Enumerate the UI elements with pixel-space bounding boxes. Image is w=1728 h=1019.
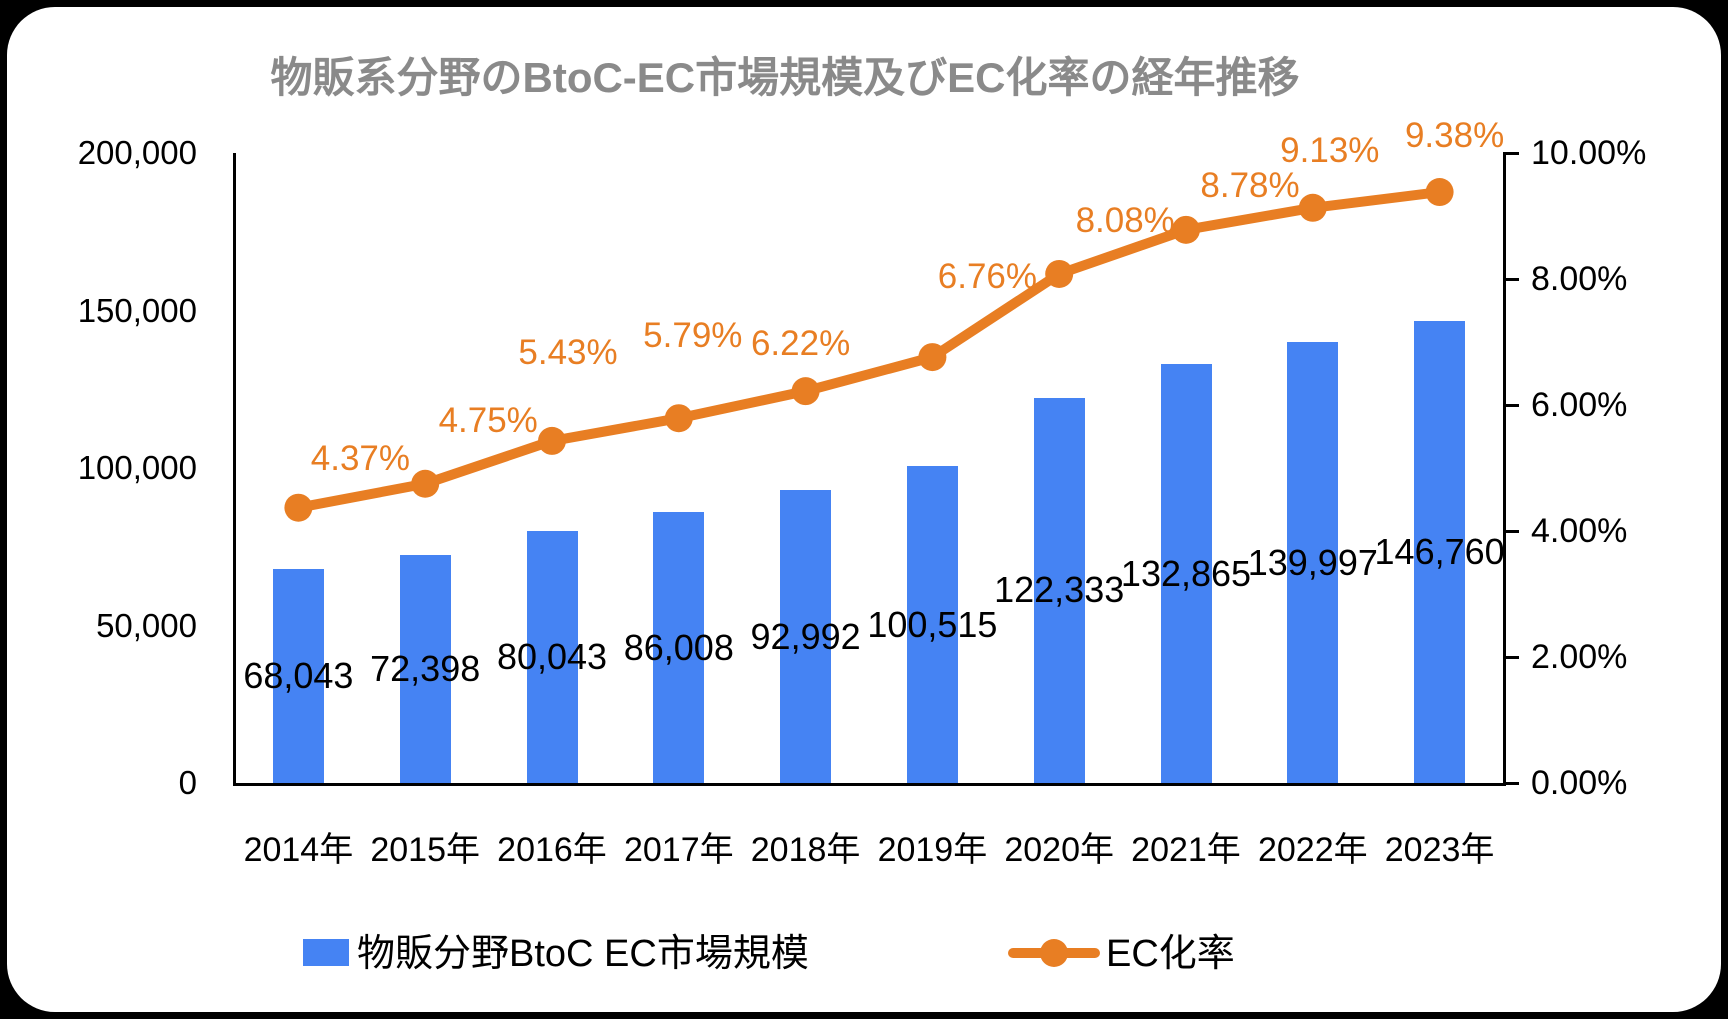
- legend-label-bar-series: 物販分野BtoC EC市場規模: [357, 933, 809, 975]
- y-axis-left-line: [233, 153, 236, 783]
- y-left-tick-label: 150,000: [77, 291, 197, 329]
- ec-rate-line: [293, 187, 1445, 513]
- line-point-marker: [538, 426, 566, 455]
- line-data-label: 6.76%: [937, 257, 1038, 297]
- bar-2014年: [272, 568, 324, 783]
- x-axis-line: [233, 783, 1505, 786]
- y-right-tick-label: 2.00%: [1531, 638, 1628, 676]
- bar-2015年: [399, 554, 451, 783]
- line-point-marker: [1045, 259, 1074, 288]
- legend-swatch-bar-series: [303, 939, 349, 966]
- y-left-tick-label: 200,000: [77, 134, 197, 171]
- line-data-label: 4.75%: [438, 400, 538, 440]
- x-tick-label: 2014年: [243, 831, 354, 869]
- line-point-marker: [1298, 193, 1327, 222]
- bar-2017年: [653, 512, 705, 783]
- x-tick-label: 2023年: [1384, 831, 1495, 869]
- line-point-marker: [791, 377, 820, 406]
- bar-data-label: 92,992: [750, 615, 861, 657]
- line-point-marker: [1425, 178, 1454, 207]
- bar-2018年: [780, 490, 832, 783]
- bar-data-label: 72,398: [370, 647, 481, 689]
- x-tick-label: 2022年: [1257, 831, 1368, 869]
- x-tick-label: 2019年: [877, 831, 988, 869]
- line-data-label: 4.37%: [310, 438, 411, 478]
- y-axis-right-line: [1503, 153, 1506, 786]
- x-tick-label: 2018年: [750, 831, 861, 869]
- bar-data-label: 86,008: [623, 626, 734, 668]
- line-data-label: 9.13%: [1280, 130, 1380, 170]
- y-right-tick-mark: [1503, 782, 1519, 785]
- line-point-marker: [1172, 215, 1200, 244]
- y-right-tick-mark: [1503, 530, 1519, 533]
- y-right-tick-label: 4.00%: [1531, 512, 1628, 550]
- x-tick-label: 2020年: [1004, 831, 1114, 869]
- bar-data-label: 100,515: [867, 603, 998, 645]
- y-right-tick-mark: [1503, 278, 1519, 281]
- x-tick-label: 2017年: [623, 831, 734, 869]
- bar-data-label: 122,333: [994, 569, 1125, 611]
- y-left-tick-label: 100,000: [77, 449, 197, 486]
- line-data-label: 8.78%: [1200, 165, 1300, 205]
- line-data-label: 8.08%: [1075, 200, 1175, 240]
- y-right-tick-mark: [1503, 656, 1519, 659]
- x-tick-label: 2015年: [370, 831, 480, 869]
- x-tick-label: 2021年: [1131, 831, 1241, 869]
- line-data-label: 5.43%: [518, 332, 618, 372]
- bar-2016年: [526, 530, 578, 783]
- line-data-label: 5.79%: [643, 316, 743, 356]
- line-data-label: 6.22%: [750, 324, 851, 364]
- bar-data-label: 146,760: [1374, 530, 1505, 572]
- y-right-tick-label: 8.00%: [1531, 260, 1628, 298]
- y-left-tick-label: 50,000: [96, 606, 197, 644]
- y-right-tick-mark: [1503, 404, 1519, 407]
- y-right-tick-label: 0.00%: [1531, 764, 1628, 802]
- chart-title: 物販系分野のBtoC-EC市場規模及びEC化率の経年推移: [270, 54, 1300, 101]
- legend-marker-dot-icon: [1040, 939, 1068, 967]
- bar-data-label: 80,043: [496, 635, 608, 677]
- line-point-marker: [918, 343, 947, 372]
- line-point-marker: [664, 404, 693, 433]
- y-left-tick-label: 0: [178, 764, 197, 801]
- bar-2019年: [906, 466, 958, 783]
- line-point-marker: [411, 469, 440, 498]
- line-point-marker: [284, 493, 313, 522]
- y-right-tick-label: 6.00%: [1531, 386, 1628, 424]
- bar-data-label: 132,865: [1120, 552, 1252, 594]
- bar-data-label: 68,043: [243, 654, 354, 696]
- line-data-label: 9.38%: [1404, 116, 1505, 156]
- y-right-tick-label: 10.00%: [1531, 134, 1647, 172]
- legend-label-line-series: EC化率: [1106, 933, 1235, 975]
- x-tick-label: 2016年: [497, 831, 607, 869]
- y-right-tick-mark: [1503, 152, 1519, 155]
- bar-data-label: 139,997: [1247, 541, 1378, 583]
